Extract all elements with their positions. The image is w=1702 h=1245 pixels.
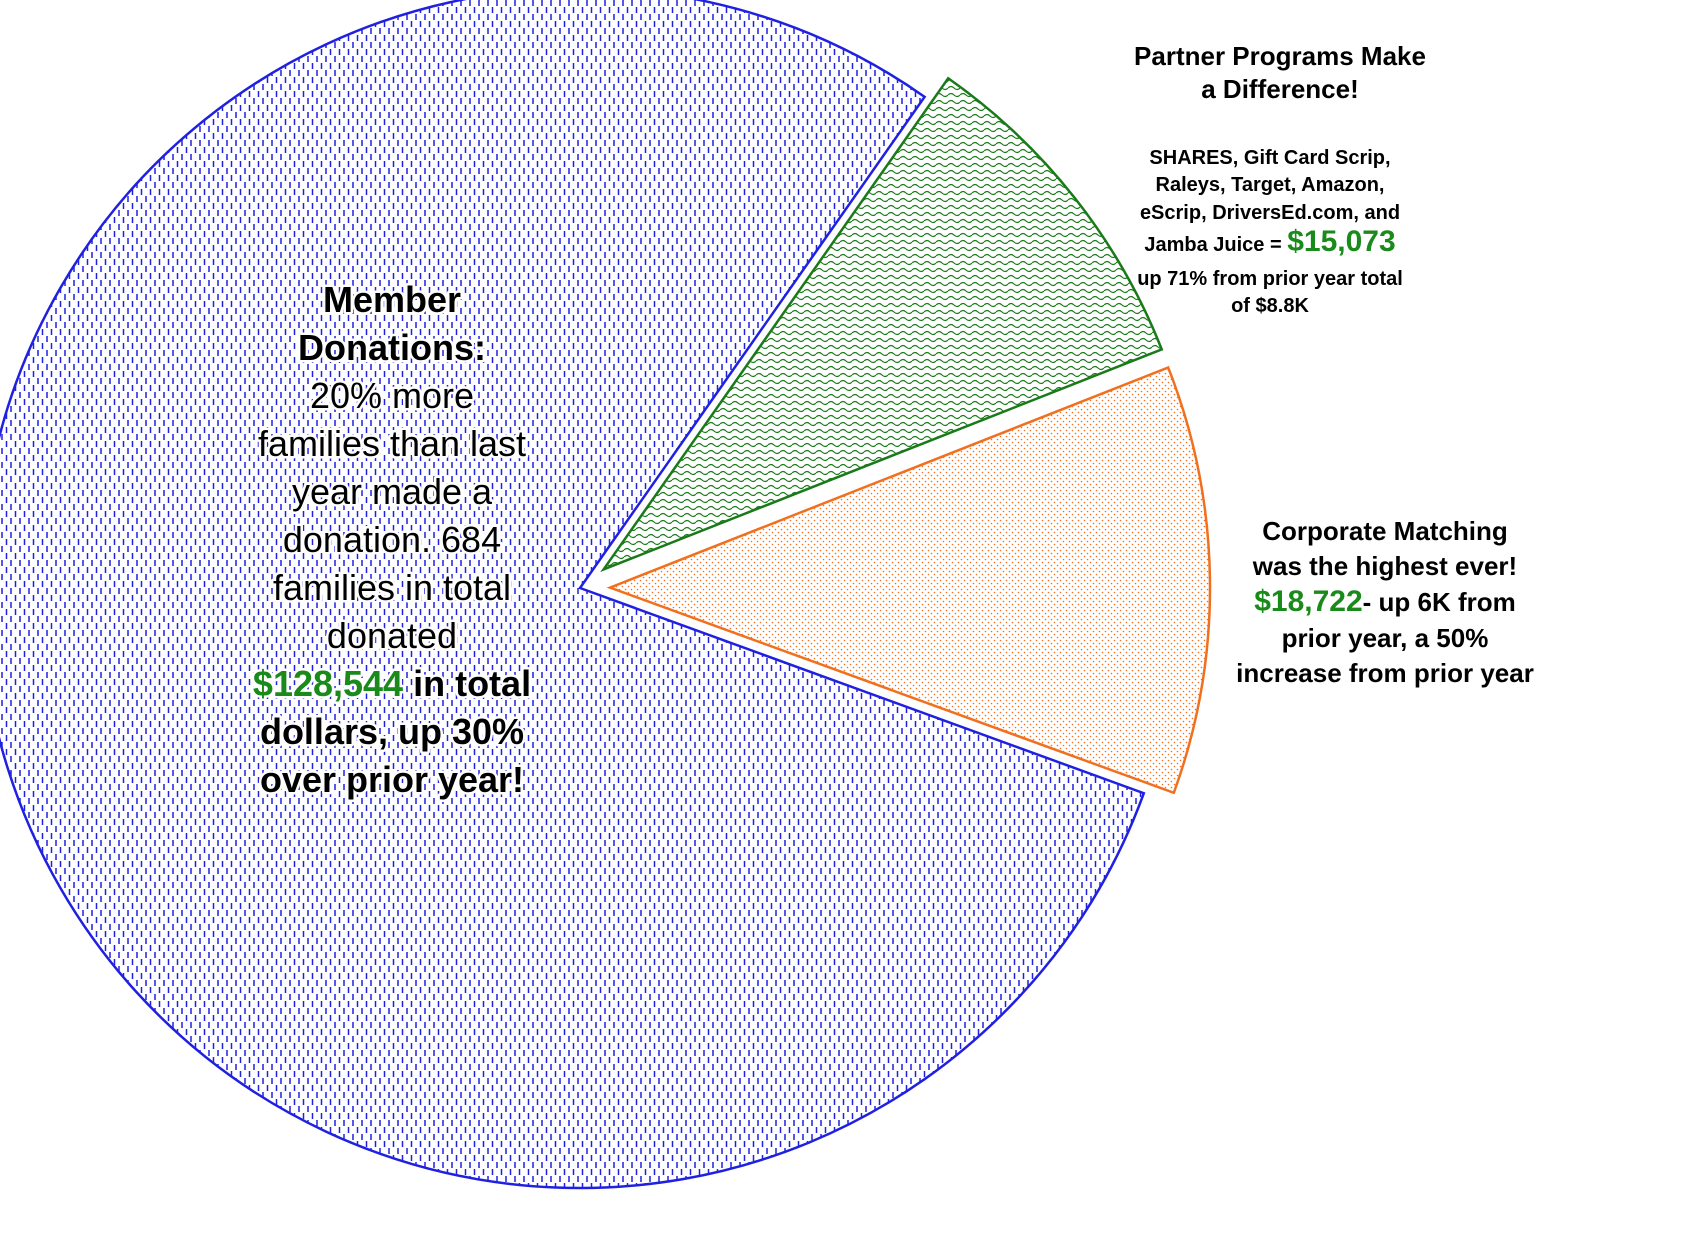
label-line: Member <box>323 279 461 320</box>
corporate-label: Corporate Matching was the highest ever!… <box>1236 516 1534 688</box>
label-line: Donations: <box>298 327 486 368</box>
label-text: Jamba Juice = <box>1144 234 1287 256</box>
label-line: increase from prior year <box>1236 658 1534 688</box>
label-line: prior year, a 50% <box>1282 623 1489 653</box>
value-label: $18,722 <box>1254 585 1362 618</box>
label-line: 20% more <box>310 375 474 416</box>
label-line: a Difference! <box>1201 74 1359 104</box>
label-line: eScrip, DriversEd.com, and <box>1140 202 1400 224</box>
label-line: Jamba Juice = $15,073 <box>1144 225 1395 258</box>
label-line: Raleys, Target, Amazon, <box>1156 174 1385 196</box>
pie-slice <box>606 365 1212 795</box>
label-line: families than last <box>258 423 526 464</box>
label-text: - up 6K from <box>1363 587 1516 617</box>
pie-slice <box>600 76 1164 573</box>
label-line: Corporate Matching <box>1262 516 1508 546</box>
value-label: $15,073 <box>1287 225 1395 258</box>
label-line: $18,722- up 6K from <box>1254 585 1516 618</box>
label-line: $128,544 in total <box>253 663 531 704</box>
label-line: donated <box>327 615 457 656</box>
label-line: dollars, up 30% <box>260 711 524 752</box>
value-label: $128,544 <box>253 663 403 704</box>
label-line: over prior year! <box>260 759 524 800</box>
label-line: year made a <box>292 471 493 512</box>
partner-label: Partner Programs Make a Difference! SHAR… <box>1134 41 1426 317</box>
label-line: was the highest ever! <box>1252 551 1517 581</box>
label-line: Partner Programs Make <box>1134 41 1426 71</box>
label-line: of $8.8K <box>1231 295 1309 317</box>
label-line: families in total <box>273 567 511 608</box>
label-line: SHARES, Gift Card Scrip, <box>1149 147 1390 169</box>
label-line: donation. 684 <box>283 519 501 560</box>
label-text: in total <box>403 663 531 704</box>
member-label: Member Donations: 20% more families than… <box>250 277 533 803</box>
pie-slice <box>0 0 1146 1190</box>
label-line: up 71% from prior year total <box>1137 268 1403 290</box>
